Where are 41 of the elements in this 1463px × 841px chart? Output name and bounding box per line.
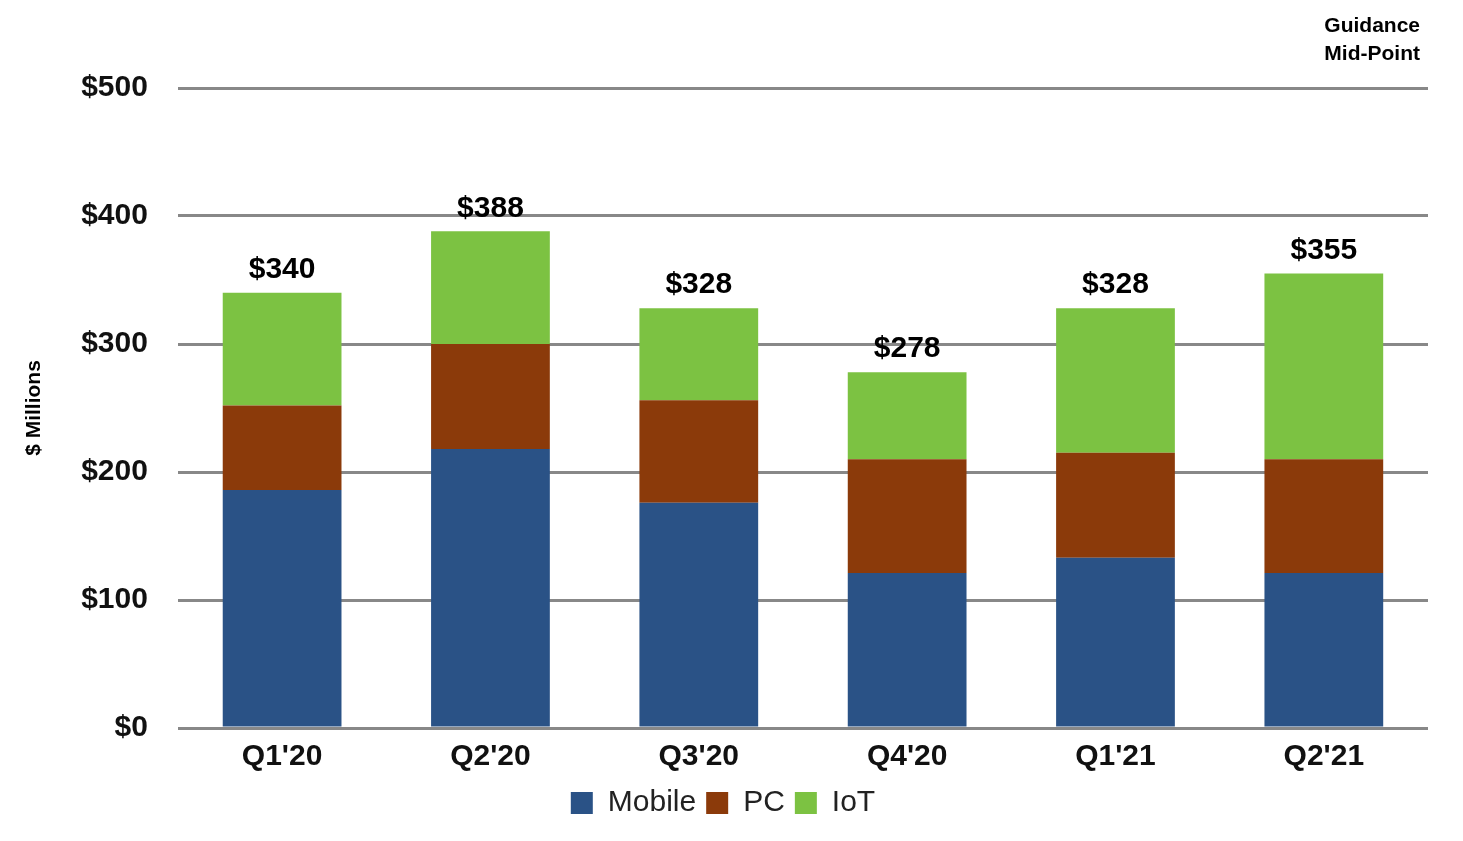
bar bbox=[639, 400, 759, 503]
bar bbox=[1264, 273, 1384, 460]
x-tick-label: Q1'20 bbox=[241, 738, 323, 772]
bar bbox=[1056, 557, 1175, 727]
bar bbox=[431, 448, 550, 727]
y-tick-label: $0 bbox=[114, 709, 148, 743]
x-tick-label: Q1'21 bbox=[1075, 738, 1156, 772]
legend-label: Mobile bbox=[607, 784, 697, 818]
y-tick-label: $500 bbox=[81, 69, 148, 103]
x-tick-label: Q2'20 bbox=[450, 738, 531, 772]
y-tick-label: $300 bbox=[81, 325, 148, 359]
bar bbox=[639, 308, 759, 401]
bar bbox=[847, 372, 967, 460]
total-label: $388 bbox=[457, 189, 524, 223]
x-tick-label: Q2'21 bbox=[1283, 738, 1365, 772]
legend-label: PC bbox=[743, 784, 785, 818]
total-label: $340 bbox=[248, 251, 316, 285]
bar bbox=[431, 231, 550, 344]
bar bbox=[847, 573, 967, 727]
bar bbox=[1264, 459, 1384, 574]
total-label: $355 bbox=[1290, 231, 1358, 265]
y-tick-label: $200 bbox=[81, 453, 148, 487]
total-label: $328 bbox=[665, 266, 733, 300]
y-tick-label: $100 bbox=[81, 581, 148, 615]
total-label: $278 bbox=[873, 330, 941, 364]
bar bbox=[847, 459, 967, 574]
text: Guidance Mid-Point bbox=[1324, 13, 1421, 65]
bar bbox=[1056, 452, 1175, 558]
bar bbox=[1264, 573, 1384, 727]
legend-label: IoT bbox=[831, 784, 876, 818]
y-tick-label: $400 bbox=[81, 197, 148, 231]
bar bbox=[222, 292, 342, 406]
bar bbox=[222, 489, 342, 727]
total-label: $328 bbox=[1082, 266, 1149, 300]
bar bbox=[222, 405, 342, 490]
bar bbox=[1056, 308, 1175, 453]
bar bbox=[639, 502, 759, 727]
y-axis-title: $ Millions bbox=[21, 360, 45, 456]
bar bbox=[431, 344, 550, 449]
x-tick-label: Q4'20 bbox=[866, 738, 948, 772]
x-tick-label: Q3'20 bbox=[658, 738, 740, 772]
